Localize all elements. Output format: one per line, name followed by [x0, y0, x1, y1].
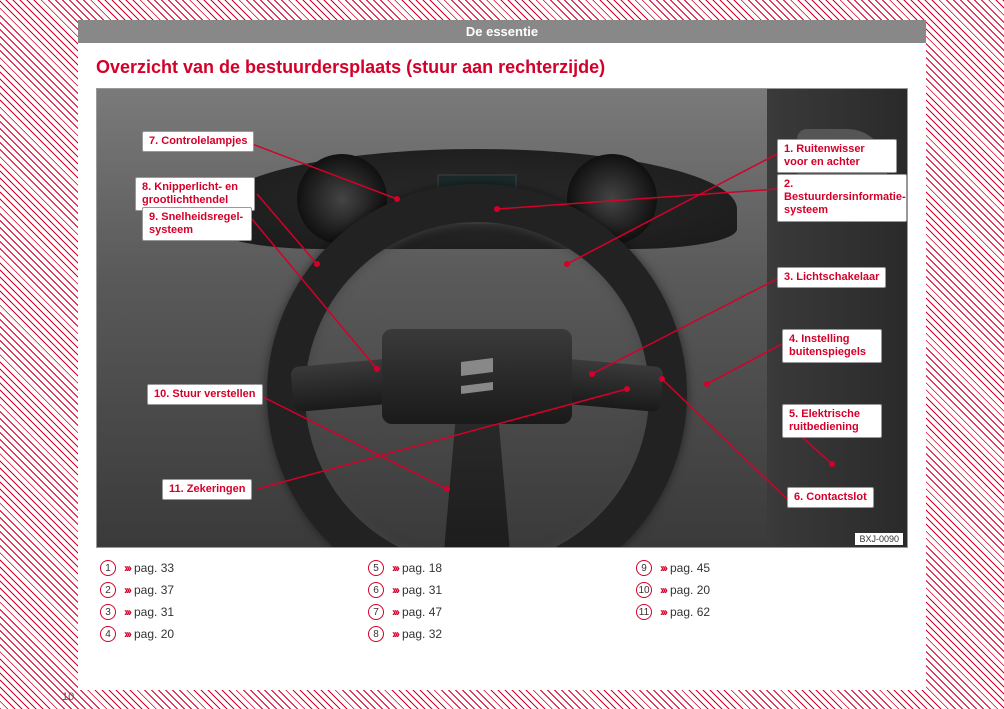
callout-num: 10. [154, 388, 169, 400]
ref-arrows-icon: ››› [660, 605, 666, 619]
callout-text: Ruitenwisser voor en achter [784, 143, 865, 168]
callout-11: 11. Zekeringen [162, 479, 252, 500]
callout-text: Controlelampjes [161, 135, 247, 147]
callout-text: Contactslot [806, 491, 867, 503]
ref-page: pag. 20 [134, 627, 174, 641]
ref-num: 5 [368, 560, 384, 576]
callout-4: 4. Instelling buitenspiegels [782, 329, 882, 363]
ref-arrows-icon: ››› [124, 627, 130, 641]
ref-page: pag. 45 [670, 561, 710, 575]
callout-2: 2. Bestuurdersinformatie-systeem [777, 174, 907, 222]
page-number: 10 [62, 691, 74, 703]
ref-row: 7 ››› pag. 47 [368, 604, 636, 620]
ref-row: 10 ››› pag. 20 [636, 582, 904, 598]
callout-10: 10. Stuur verstellen [147, 384, 263, 405]
ref-page: pag. 31 [134, 605, 174, 619]
ref-row: 8 ››› pag. 32 [368, 626, 636, 642]
ref-arrows-icon: ››› [660, 583, 666, 597]
page-title: Overzicht van de bestuurdersplaats (stuu… [78, 43, 926, 88]
callout-text: Zekeringen [187, 483, 246, 495]
ref-num: 4 [100, 626, 116, 642]
ref-num: 8 [368, 626, 384, 642]
ref-num: 2 [100, 582, 116, 598]
ref-arrows-icon: ››› [392, 627, 398, 641]
ref-arrows-icon: ››› [392, 605, 398, 619]
callout-9: 9. Snelheidsregel-systeem [142, 207, 252, 241]
ref-num: 9 [636, 560, 652, 576]
ref-num: 3 [100, 604, 116, 620]
section-header: De essentie [78, 20, 926, 43]
ref-row: 5 ››› pag. 18 [368, 560, 636, 576]
refs-col-2: 5 ››› pag. 18 6 ››› pag. 31 7 ››› pag. 47 8 ›››… [368, 560, 636, 648]
callout-text: Knipperlicht- en grootlichthendel [142, 181, 238, 206]
refs-col-1: 1 ››› pag. 33 2 ››› pag. 37 3 ››› pag. 31 4 ›››… [100, 560, 368, 648]
ref-page: pag. 47 [402, 605, 442, 619]
callout-num: 3. [784, 271, 793, 283]
ref-row: 2 ››› pag. 37 [100, 582, 368, 598]
ref-page: pag. 62 [670, 605, 710, 619]
ref-page: pag. 31 [402, 583, 442, 597]
ref-arrows-icon: ››› [392, 583, 398, 597]
ref-row: 1 ››› pag. 33 [100, 560, 368, 576]
callout-text: Lichtschakelaar [796, 271, 879, 283]
callout-text: Instelling buitenspiegels [789, 333, 866, 358]
refs-col-3: 9 ››› pag. 45 10 ››› pag. 20 11 ››› pag. 62 [636, 560, 904, 648]
callout-num: 7. [149, 135, 158, 147]
ref-arrows-icon: ››› [660, 561, 666, 575]
manual-page: De essentie Overzicht van de bestuurders… [78, 20, 926, 690]
ref-row: 3 ››› pag. 31 [100, 604, 368, 620]
ref-row: 11 ››› pag. 62 [636, 604, 904, 620]
ref-num: 11 [636, 604, 652, 620]
callout-num: 2. [784, 178, 793, 190]
steering-wheel [267, 184, 687, 548]
callout-num: 8. [142, 181, 151, 193]
ref-arrows-icon: ››› [392, 561, 398, 575]
page-references: 1 ››› pag. 33 2 ››› pag. 37 3 ››› pag. 31 4 ›››… [78, 548, 926, 648]
ref-row: 9 ››› pag. 45 [636, 560, 904, 576]
section-title: De essentie [466, 24, 538, 39]
callout-3: 3. Lichtschakelaar [777, 267, 886, 288]
ref-page: pag. 33 [134, 561, 174, 575]
callout-num: 6. [794, 491, 803, 503]
ref-row: 6 ››› pag. 31 [368, 582, 636, 598]
callout-text: Snelheidsregel-systeem [149, 211, 243, 236]
callout-7: 7. Controlelampjes [142, 131, 254, 152]
callout-text: Stuur verstellen [172, 388, 255, 400]
callout-6: 6. Contactslot [787, 487, 874, 508]
wheel-hub [382, 329, 572, 424]
callout-num: 5. [789, 408, 798, 420]
ref-arrows-icon: ››› [124, 605, 130, 619]
figure-code: BXJ-0090 [855, 533, 903, 545]
callout-num: 4. [789, 333, 798, 345]
ref-page: pag. 32 [402, 627, 442, 641]
callout-5: 5. Elektrische ruitbediening [782, 404, 882, 438]
ref-page: pag. 18 [402, 561, 442, 575]
dashboard-figure: 7. Controlelampjes 8. Knipperlicht- en g… [96, 88, 908, 548]
callout-num: 11. [169, 483, 184, 495]
callout-num: 9. [149, 211, 158, 223]
callout-1: 1. Ruitenwisser voor en achter [777, 139, 897, 173]
ref-arrows-icon: ››› [124, 561, 130, 575]
ref-arrows-icon: ››› [124, 583, 130, 597]
callout-num: 1. [784, 143, 793, 155]
callout-text: Bestuurdersinformatie-systeem [784, 191, 906, 216]
ref-num: 7 [368, 604, 384, 620]
ref-num: 1 [100, 560, 116, 576]
ref-num: 6 [368, 582, 384, 598]
callout-text: Elektrische ruitbediening [789, 408, 860, 433]
ref-page: pag. 20 [670, 583, 710, 597]
ref-row: 4 ››› pag. 20 [100, 626, 368, 642]
ref-num: 10 [636, 582, 652, 598]
ref-page: pag. 37 [134, 583, 174, 597]
